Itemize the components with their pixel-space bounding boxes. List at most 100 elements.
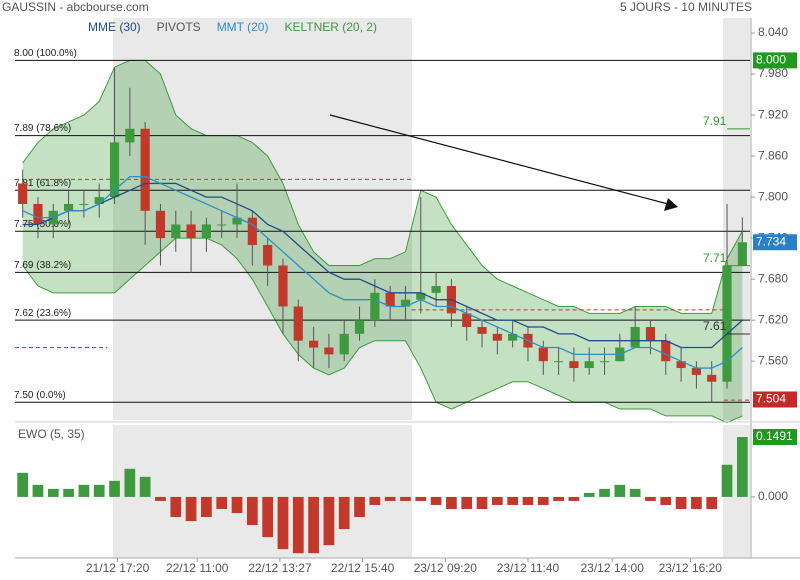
ewo-bar [446, 496, 457, 509]
x-tick-label: 21/12 17:20 [86, 561, 150, 575]
ewo-bar [155, 496, 166, 501]
ewo-bar [645, 496, 656, 501]
y-tick-label: 7.560 [758, 353, 788, 367]
ewo-bar [675, 496, 687, 509]
candle-body [584, 361, 594, 369]
candle-body [232, 217, 242, 225]
ewo-bar [553, 496, 564, 501]
ewo-bar [660, 496, 672, 505]
ewo-bar [124, 468, 136, 497]
ewo-bar [430, 496, 442, 505]
period: 5 JOURS - 10 MINUTES [620, 0, 752, 14]
ewo-bar [338, 496, 350, 530]
price-tag-label: 7.504 [756, 392, 786, 406]
keltner-lower [22, 237, 743, 424]
candle-body [33, 203, 43, 225]
candle-body [186, 224, 196, 239]
ewo-bar [537, 496, 549, 505]
candle-body [217, 224, 227, 226]
price-tag-label: 8.000 [756, 53, 786, 67]
candle-body [155, 210, 166, 239]
candle-body [247, 217, 257, 245]
candle-body [477, 327, 487, 334]
annotation: 7.91 [703, 114, 727, 128]
fib-label: 7.62 (23.6%) [14, 308, 71, 319]
ewo-bar [32, 484, 44, 497]
candle-body [707, 374, 717, 382]
candle-body [492, 333, 502, 341]
candle-body [538, 347, 548, 362]
y-tick-label: 7.680 [758, 271, 788, 285]
candle-body [309, 340, 319, 348]
legend-entry: MME (30) [88, 20, 141, 34]
ewo-bar [63, 488, 74, 497]
ewo-bar [262, 496, 274, 538]
ewo-bar [629, 488, 641, 497]
candle-body [569, 361, 579, 369]
ewo-bar [507, 496, 519, 505]
y-tick-label: 7.920 [758, 107, 788, 121]
fib-label: 8.00 (100.0%) [14, 48, 77, 59]
candle-body [18, 183, 28, 204]
candle-body [201, 224, 211, 239]
candle-body [263, 244, 273, 266]
candle-body [722, 265, 732, 382]
keltner-fill [22, 60, 743, 423]
trend-arrow [664, 198, 678, 211]
annotation: 7.71 [703, 251, 727, 265]
candle-body [79, 203, 89, 205]
ewo-bar [369, 496, 381, 505]
candle-body [354, 320, 365, 334]
candle-body [630, 327, 640, 348]
candle-body [645, 327, 656, 341]
fib-label: 7.89 (78.6%) [14, 123, 71, 134]
candle-body [293, 306, 303, 341]
candle-body [278, 265, 288, 307]
legend-entry: MMT (20) [217, 20, 269, 34]
ewo-bar [93, 484, 105, 497]
price-tag [753, 391, 797, 408]
ewo-bar [109, 480, 120, 497]
ewo-bar [691, 496, 702, 509]
ewo-bar [201, 496, 212, 518]
candle-body [554, 361, 564, 363]
fib-label: 7.81 (61.8%) [14, 178, 71, 189]
ewo-bar [170, 496, 182, 518]
ewo-bar [246, 496, 258, 526]
ewo-bar [721, 464, 733, 497]
ewo-bar [706, 496, 718, 509]
day-shade [113, 425, 412, 558]
y-tick-label: 7.980 [758, 66, 788, 80]
chart-title: GAUSSIN - abcbourse.com [2, 0, 149, 14]
ewo-bar [231, 496, 243, 513]
ewo-bar [400, 496, 411, 501]
candle-body [462, 313, 472, 328]
ewo-bar [47, 488, 59, 497]
candle-body [64, 203, 74, 211]
candle-body [140, 128, 150, 211]
price-tag [753, 429, 797, 446]
y-tick-label: 7.860 [758, 148, 788, 162]
candle-body [171, 224, 181, 239]
ewo-bar [568, 496, 580, 501]
legend-entry: KELTNER (20, 2) [284, 20, 376, 34]
ewo-bar [139, 476, 151, 497]
price-tag-label: 0.1491 [756, 429, 793, 443]
ewo-bar [78, 484, 90, 497]
candle-body [431, 286, 441, 293]
fib-label: 7.50 (0.0%) [14, 390, 66, 401]
ewo-bar [308, 496, 319, 554]
y-tick-label: 7.800 [758, 189, 788, 203]
ewo-bar [599, 488, 610, 497]
price-tag [753, 52, 797, 69]
ewo-bar [476, 496, 488, 509]
candle-body [676, 361, 686, 369]
candle-body [385, 292, 395, 307]
ewo-bar [185, 496, 197, 522]
mmt-line [22, 175, 743, 369]
legend-entry: PIVOTS [157, 20, 201, 34]
ewo-bar [736, 437, 748, 497]
ewo-bar [277, 496, 289, 550]
y-tick-label: 7.620 [758, 312, 788, 326]
